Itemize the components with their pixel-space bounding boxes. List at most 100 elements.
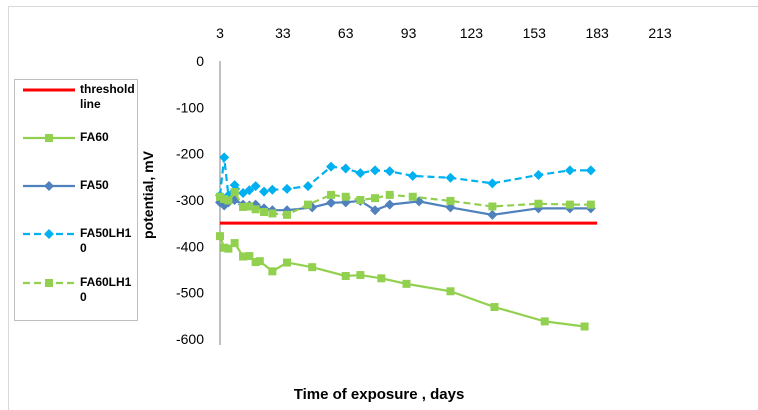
- data-point: [250, 181, 261, 192]
- data-point: [341, 192, 350, 201]
- x-axis-label: Time of exposure , days: [293, 386, 465, 403]
- data-point: [370, 165, 381, 176]
- data-point: [260, 208, 268, 217]
- series-fa50lh10: [215, 152, 596, 201]
- y-tick-label: -500: [176, 285, 204, 301]
- data-point: [356, 271, 365, 280]
- data-point: [341, 271, 350, 280]
- x-tick-label: 93: [401, 25, 417, 41]
- data-point: [239, 202, 248, 211]
- x-tick-label: 123: [460, 25, 484, 41]
- data-point: [370, 205, 381, 216]
- data-point: [356, 196, 365, 204]
- legend-label: FA50LH10: [80, 226, 132, 255]
- chart-frame: [8, 6, 758, 410]
- series-fa60lh10: [216, 188, 595, 219]
- data-point: [580, 322, 589, 331]
- data-point: [488, 202, 497, 211]
- legend-item: FA50LH10: [15, 226, 139, 260]
- x-tick-label: 153: [523, 25, 547, 41]
- data-point: [244, 185, 255, 196]
- legend-swatch: [23, 134, 75, 142]
- legend-label: threshold line: [80, 82, 135, 111]
- data-point: [283, 210, 292, 219]
- legend: threshold line FA60 FA50 FA50LH10 FA60LH10: [14, 79, 138, 321]
- data-point: [407, 170, 418, 181]
- y-tick-label: -200: [176, 146, 204, 162]
- legend-label: FA60LH10: [80, 275, 132, 304]
- legend-swatch-marker: [45, 279, 53, 287]
- series-line: [219, 198, 591, 216]
- data-point: [216, 232, 224, 241]
- y-tick-label: -600: [176, 331, 204, 347]
- data-point: [219, 152, 230, 163]
- data-point: [565, 200, 574, 209]
- data-point: [251, 205, 260, 214]
- legend-label: FA60: [80, 130, 109, 144]
- y-tick-label: 0: [196, 53, 204, 69]
- y-tick-label: -400: [176, 238, 204, 254]
- data-point: [586, 200, 595, 209]
- legend-item: FA60LH10: [15, 275, 139, 309]
- data-point: [540, 317, 549, 326]
- data-point: [326, 197, 337, 208]
- data-point: [229, 180, 240, 191]
- data-point: [220, 195, 229, 204]
- data-point: [267, 184, 278, 195]
- data-point: [487, 209, 498, 220]
- y-axis-label: potential, mV: [140, 151, 156, 239]
- data-point: [304, 200, 312, 209]
- legend-swatch-marker: [44, 181, 54, 191]
- series-fa60: [216, 232, 589, 331]
- x-tick-label: 3: [216, 25, 224, 41]
- legend-swatch: [23, 229, 75, 239]
- data-point: [251, 258, 260, 267]
- data-point: [445, 172, 456, 183]
- data-point: [282, 183, 293, 194]
- data-point: [340, 163, 351, 174]
- data-point: [402, 279, 411, 288]
- legend-swatch-marker: [45, 134, 53, 142]
- data-point: [259, 186, 269, 197]
- data-point: [446, 287, 455, 296]
- data-point: [245, 202, 254, 211]
- data-point: [384, 199, 395, 210]
- data-point: [446, 196, 455, 205]
- y-tick-label: -100: [176, 99, 204, 115]
- data-point: [268, 267, 277, 276]
- legend-item: threshold line: [15, 82, 139, 116]
- legend-swatch: [23, 279, 75, 287]
- x-tick-label: 33: [275, 25, 291, 41]
- data-point: [245, 252, 254, 261]
- data-point: [268, 209, 277, 218]
- legend-swatch: [23, 88, 75, 92]
- series-line: [218, 235, 585, 328]
- legend-swatch: [23, 181, 75, 191]
- data-point: [303, 181, 313, 192]
- data-point: [377, 274, 386, 283]
- data-point: [283, 258, 292, 267]
- data-point: [220, 243, 229, 252]
- data-point: [224, 196, 233, 205]
- data-point: [564, 165, 575, 176]
- x-tick-label: 213: [648, 25, 672, 41]
- data-point: [308, 263, 317, 272]
- data-point: [385, 190, 394, 199]
- x-tick-label: 63: [338, 25, 354, 41]
- data-point: [239, 252, 248, 261]
- legend-item: FA60: [15, 130, 139, 150]
- data-point: [490, 303, 499, 312]
- data-point: [384, 166, 395, 177]
- data-point: [534, 199, 543, 208]
- data-point: [533, 169, 544, 180]
- data-point: [230, 239, 239, 248]
- data-point: [408, 192, 417, 201]
- data-point: [585, 165, 596, 176]
- series-line: [218, 157, 591, 199]
- data-point: [487, 178, 498, 189]
- data-point: [327, 190, 336, 199]
- data-point: [216, 192, 224, 201]
- y-tick-label: -300: [176, 192, 204, 208]
- x-tick-label: 183: [585, 25, 609, 41]
